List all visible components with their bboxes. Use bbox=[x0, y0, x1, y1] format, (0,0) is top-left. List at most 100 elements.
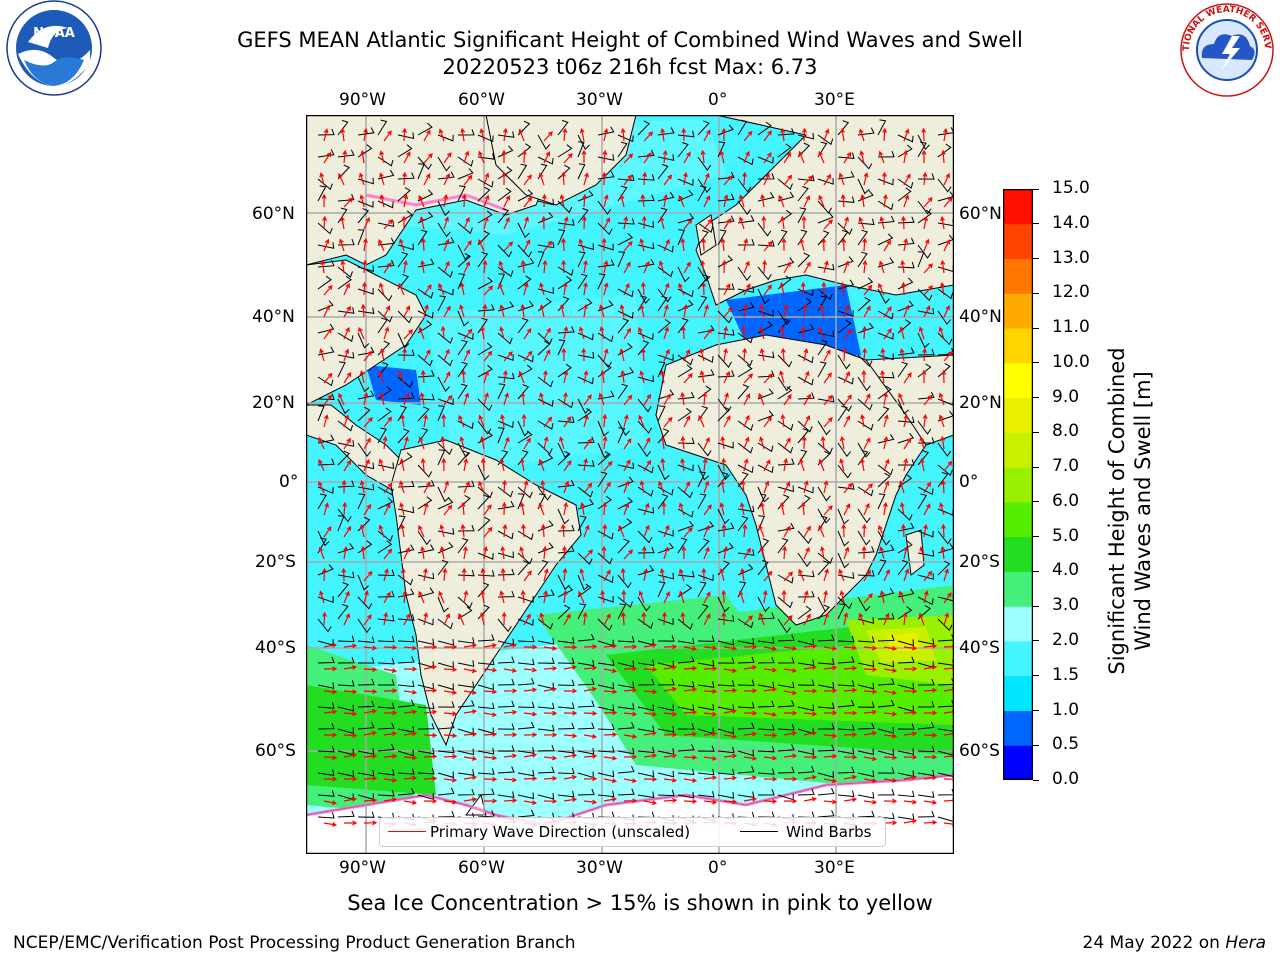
wave-direction-arrow bbox=[780, 413, 786, 428]
wind-barb bbox=[897, 588, 915, 598]
wind-barb bbox=[797, 530, 812, 545]
wind-barb bbox=[697, 603, 709, 620]
wind-barb bbox=[617, 574, 632, 589]
wind-barb bbox=[877, 406, 890, 422]
wave-direction-arrow bbox=[403, 775, 418, 781]
wave-direction-arrow bbox=[479, 128, 485, 142]
wind-barb bbox=[637, 791, 655, 799]
wind-barb bbox=[557, 790, 575, 798]
wave-direction-arrow bbox=[423, 502, 429, 516]
wave-direction-arrow bbox=[623, 480, 630, 494]
wave-direction-arrow bbox=[703, 172, 710, 186]
wind-barb bbox=[357, 208, 370, 224]
wave-direction-arrow bbox=[343, 732, 358, 738]
colorbar-segment bbox=[1003, 710, 1033, 746]
wind-barb bbox=[557, 479, 575, 488]
wave-direction-arrow bbox=[780, 347, 786, 362]
wave-direction-arrow bbox=[903, 304, 910, 318]
wave-direction-arrow bbox=[458, 612, 465, 626]
wind-barb bbox=[697, 471, 706, 488]
wave-direction-arrow bbox=[903, 128, 910, 142]
wind-barb bbox=[357, 376, 370, 393]
wind-barb bbox=[737, 384, 750, 400]
wind-barb bbox=[597, 574, 614, 584]
wind-barb bbox=[757, 370, 775, 378]
wind-barb bbox=[537, 618, 554, 630]
wind-barb bbox=[377, 407, 392, 422]
wave-direction-arrow bbox=[943, 172, 950, 186]
wave-direction-arrow bbox=[700, 259, 706, 274]
wave-direction-arrow bbox=[623, 459, 631, 472]
wind-barb bbox=[537, 542, 554, 554]
lat-label-left: 40°N bbox=[252, 307, 295, 327]
wind-barb bbox=[897, 540, 913, 554]
wave-direction-arrow bbox=[498, 260, 505, 274]
wave-direction-arrow bbox=[881, 171, 887, 186]
wind-barb bbox=[317, 812, 335, 819]
wave-direction-arrow bbox=[543, 710, 558, 716]
wind-barb bbox=[777, 143, 792, 158]
wave-direction-arrow bbox=[801, 215, 807, 230]
wind-barb bbox=[877, 332, 894, 340]
wave-direction-arrow bbox=[719, 568, 725, 582]
wave-direction-arrow bbox=[843, 645, 858, 651]
colorbar-segment bbox=[1003, 432, 1033, 468]
wave-direction-arrow bbox=[643, 393, 652, 406]
wind-barb bbox=[397, 405, 407, 422]
wave-direction-arrow bbox=[879, 216, 885, 230]
wave-direction-arrow bbox=[703, 328, 713, 340]
wind-barb bbox=[517, 701, 535, 709]
wind-barb bbox=[777, 657, 795, 664]
wave-direction-arrow bbox=[803, 730, 818, 736]
wind-barb bbox=[437, 200, 450, 217]
wave-direction-arrow bbox=[343, 437, 351, 450]
wave-direction-arrow bbox=[863, 437, 871, 450]
wind-barb bbox=[677, 723, 695, 730]
wind-barb bbox=[877, 544, 895, 554]
wave-direction-arrow bbox=[503, 798, 518, 803]
wind-barb bbox=[357, 596, 373, 610]
wave-direction-arrow bbox=[879, 589, 885, 604]
colorbar-label: 9.0 bbox=[1052, 386, 1080, 407]
wind-barb bbox=[577, 298, 593, 312]
wind-barb bbox=[777, 354, 793, 368]
wind-barb bbox=[577, 243, 594, 251]
colorbar-label: 1.5 bbox=[1052, 664, 1080, 685]
wind-barb bbox=[817, 230, 830, 246]
wave-direction-arrow bbox=[863, 569, 871, 582]
wave-direction-arrow bbox=[460, 523, 466, 538]
wind-barb bbox=[477, 747, 495, 755]
wave-direction-arrow bbox=[642, 171, 648, 186]
wave-direction-arrow bbox=[461, 369, 467, 384]
wave-direction-arrow bbox=[759, 546, 765, 560]
wave-direction-arrow bbox=[821, 237, 827, 252]
wave-direction-arrow bbox=[743, 775, 758, 781]
wave-direction-arrow bbox=[823, 799, 838, 805]
wave-direction-arrow bbox=[863, 709, 878, 715]
wind-barb bbox=[417, 530, 431, 546]
wave-direction-arrow bbox=[703, 775, 718, 781]
wind-barb bbox=[737, 791, 755, 798]
wind-barb bbox=[777, 257, 795, 268]
wave-direction-arrow bbox=[378, 524, 385, 538]
wave-direction-arrow bbox=[603, 348, 609, 362]
wave-direction-arrow bbox=[403, 436, 409, 450]
wave-direction-arrow bbox=[763, 798, 778, 804]
wind-barb bbox=[517, 747, 535, 754]
wave-direction-arrow bbox=[883, 480, 890, 494]
wave-direction-arrow bbox=[783, 151, 792, 164]
wind-barb bbox=[517, 275, 532, 290]
wave-direction-arrow bbox=[723, 775, 738, 781]
wind-barb bbox=[857, 251, 868, 268]
colorbar-tick bbox=[1033, 466, 1039, 468]
wind-barb bbox=[857, 218, 875, 226]
wind-barb bbox=[637, 120, 651, 136]
wind-barb bbox=[937, 288, 954, 300]
wind-barb bbox=[337, 352, 355, 359]
wind-barb bbox=[657, 266, 674, 278]
wave-direction-arrow bbox=[543, 755, 558, 761]
wave-direction-arrow bbox=[758, 524, 765, 538]
wind-barb bbox=[777, 681, 795, 689]
wave-direction-arrow bbox=[563, 644, 578, 650]
wave-direction-arrow bbox=[423, 349, 431, 362]
